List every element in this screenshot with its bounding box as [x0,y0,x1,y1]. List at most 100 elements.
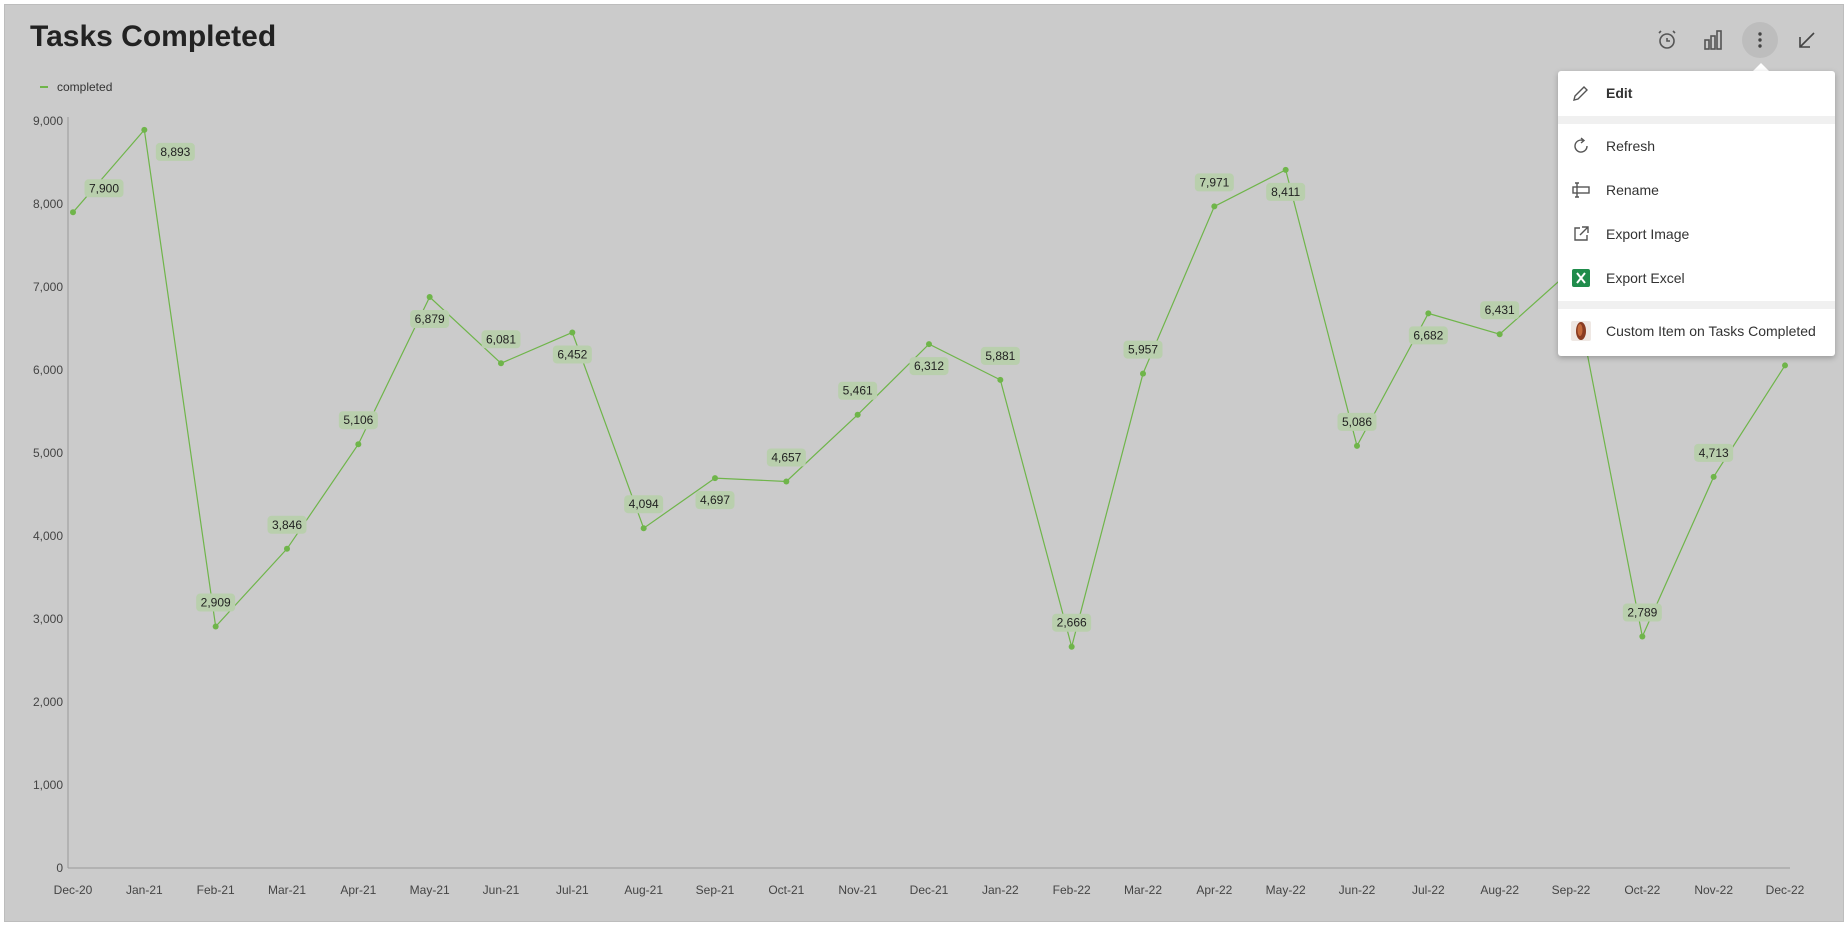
data-point [141,126,148,133]
x-tick-label: Apr-21 [340,883,376,897]
data-label-bg [84,179,124,198]
collapse-arrow-icon [1799,32,1815,48]
x-tick-label: Dec-22 [1766,883,1805,897]
data-label: 5,461 [843,384,873,398]
menu-label-edit: Edit [1606,85,1633,101]
data-label-bg [1123,340,1163,359]
data-label: 6,452 [557,347,587,361]
data-point [1639,633,1646,640]
data-label: 5,881 [985,349,1015,363]
data-label: 7,900 [89,181,119,195]
x-tick-label: Feb-21 [197,883,235,897]
y-tick-label: 9,000 [33,114,63,128]
excel-icon [1570,267,1592,289]
data-label: 4,657 [771,450,801,464]
menu-item-refresh[interactable]: Refresh [1558,124,1835,168]
menu-label-export-excel: Export Excel [1606,270,1685,286]
add-alert-button[interactable] [1649,22,1685,58]
x-tick-label: May-21 [410,883,450,897]
data-label-bg [267,515,307,534]
x-tick-label: Aug-22 [1480,883,1519,897]
menu-label-rename: Rename [1606,182,1659,198]
menu-caret [1752,63,1770,72]
data-label: 2,789 [1627,606,1657,620]
data-label: 2,666 [1057,616,1087,630]
data-point [1782,362,1788,369]
menu-item-edit[interactable]: Edit [1558,71,1835,115]
menu-item-export-excel[interactable]: Export Excel [1558,256,1835,300]
data-label: 6,081 [486,332,516,346]
x-tick-label: Jun-22 [1339,883,1376,897]
x-tick-label: Nov-21 [838,883,877,897]
x-tick-label: Oct-22 [1624,883,1660,897]
data-label-bg [1622,603,1662,622]
x-tick-label: Sep-22 [1552,883,1591,897]
menu-item-custom[interactable]: Custom Item on Tasks Completed [1558,309,1835,353]
minimize-button[interactable] [1789,22,1825,58]
x-tick-label: Mar-22 [1124,883,1162,897]
data-label-bg [1052,613,1092,632]
refresh-icon [1570,135,1592,157]
x-tick-label: Jan-22 [982,883,1019,897]
menu-label-refresh: Refresh [1606,138,1656,154]
data-label-bg [155,142,195,161]
data-label-bg [1480,301,1520,320]
data-label-bg [196,593,236,612]
data-label: 5,957 [1128,343,1158,357]
legend-swatch [40,86,48,88]
data-point [1068,643,1075,650]
y-tick-label: 3,000 [33,612,63,626]
menu-item-export-image[interactable]: Export Image [1558,212,1835,256]
data-point [70,209,76,216]
data-label: 4,713 [1699,446,1729,460]
data-label: 6,879 [415,312,445,326]
data-label-bg [909,357,949,376]
data-label-bg [1694,443,1734,462]
data-label-bg [338,411,378,430]
chart-title: Tasks Completed [30,20,277,53]
data-label: 2,909 [201,596,231,610]
data-label: 3,846 [272,518,302,532]
change-visualization-button[interactable] [1695,22,1731,58]
data-point [1425,310,1432,317]
x-tick-label: Oct-21 [768,883,804,897]
y-tick-label: 6,000 [33,363,63,377]
data-label-bg [552,345,592,364]
menu-separator [1558,301,1835,309]
data-point [854,411,861,418]
y-tick-label: 8,000 [33,197,63,211]
custom-item-icon [1570,320,1592,342]
data-point [712,475,718,482]
x-tick-label: Jul-22 [1412,883,1445,897]
x-tick-label: Apr-22 [1196,883,1232,897]
data-label: 4,094 [629,497,659,511]
data-point [1496,331,1503,338]
data-point [569,329,576,336]
data-label-bg [481,330,521,349]
x-tick-label: Nov-22 [1694,883,1733,897]
x-tick-label: Dec-20 [54,883,93,897]
menu-item-rename[interactable]: Rename [1558,168,1835,212]
data-label-bg [1337,412,1377,431]
data-label: 5,106 [343,413,373,427]
more-options-button[interactable] [1742,22,1778,58]
data-point [1282,166,1289,173]
data-point [1211,203,1218,210]
options-menu: Edit Refresh Rename Export Image Export … [1558,71,1835,356]
x-tick-label: Sep-21 [696,883,735,897]
data-label-bg [980,346,1020,365]
data-point [997,376,1004,383]
y-tick-label: 0 [56,861,63,875]
data-label: 4,697 [700,493,730,507]
x-tick-label: Aug-21 [624,883,663,897]
x-tick-label: Feb-22 [1053,883,1091,897]
data-label: 6,431 [1485,303,1515,317]
y-tick-label: 2,000 [33,695,63,709]
data-point [926,341,932,348]
data-point [1354,442,1360,449]
data-point [426,294,433,301]
data-label: 6,682 [1413,328,1443,342]
legend[interactable]: completed [40,80,112,94]
menu-label-export-image: Export Image [1606,226,1690,242]
